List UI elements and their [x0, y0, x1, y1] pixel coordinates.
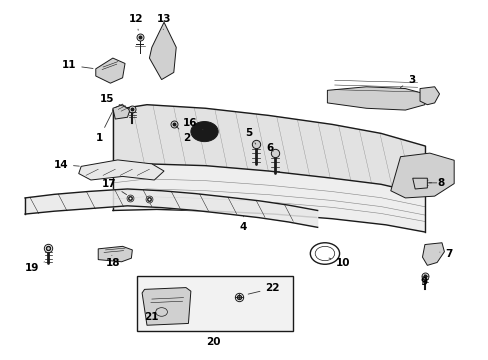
- Text: 2: 2: [175, 126, 190, 143]
- Text: 13: 13: [157, 14, 171, 30]
- Text: 3: 3: [400, 75, 414, 87]
- Polygon shape: [422, 243, 444, 265]
- Text: 12: 12: [129, 14, 143, 30]
- Text: 6: 6: [266, 143, 273, 153]
- Text: 8: 8: [428, 177, 444, 188]
- Text: 7: 7: [439, 248, 452, 258]
- Text: 5: 5: [245, 128, 255, 144]
- Text: 22: 22: [248, 283, 280, 294]
- Polygon shape: [327, 87, 424, 110]
- Text: 10: 10: [328, 258, 350, 268]
- Polygon shape: [96, 58, 125, 83]
- Polygon shape: [419, 87, 439, 105]
- Text: 15: 15: [99, 94, 127, 108]
- Polygon shape: [98, 246, 132, 262]
- Circle shape: [190, 122, 218, 141]
- Text: 19: 19: [24, 262, 44, 273]
- Text: 16: 16: [183, 118, 203, 130]
- Text: 21: 21: [144, 309, 159, 322]
- Text: 17: 17: [102, 179, 126, 195]
- Text: 18: 18: [105, 255, 120, 268]
- Text: 11: 11: [61, 60, 93, 70]
- Polygon shape: [142, 288, 190, 325]
- Polygon shape: [149, 22, 176, 80]
- Polygon shape: [113, 105, 130, 119]
- Polygon shape: [113, 105, 424, 194]
- Text: 20: 20: [206, 331, 221, 347]
- Text: 14: 14: [53, 159, 79, 170]
- Text: 1: 1: [96, 112, 112, 143]
- Bar: [137, 276, 293, 331]
- Polygon shape: [390, 153, 453, 198]
- Text: 9: 9: [420, 274, 427, 287]
- Polygon shape: [79, 160, 163, 180]
- Polygon shape: [25, 189, 317, 227]
- Polygon shape: [412, 178, 427, 189]
- Text: 4: 4: [239, 216, 247, 232]
- Polygon shape: [113, 164, 424, 232]
